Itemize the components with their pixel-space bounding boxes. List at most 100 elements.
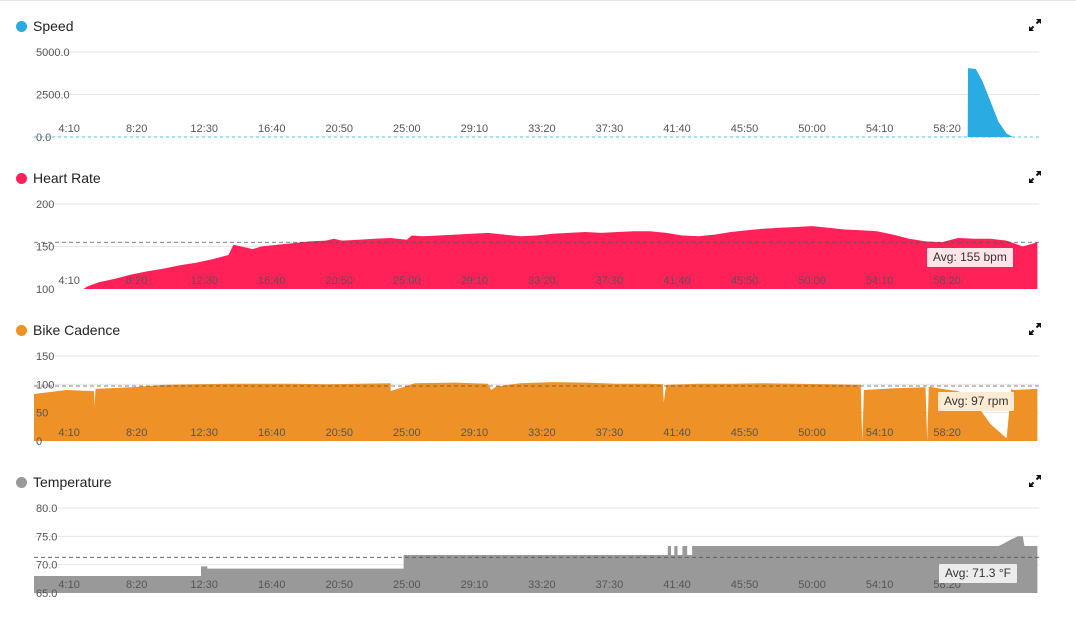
x-tick-label: 50:00 [798,123,826,135]
bike-cadence-legend: Bike Cadence [16,321,120,339]
x-tick-label: 4:10 [58,123,79,135]
x-tick-label: 54:10 [866,275,894,287]
x-tick-label: 41:40 [663,123,691,135]
speed-legend: Speed [16,17,73,35]
y-tick-label: 5000.0 [36,47,70,59]
x-tick-label: 58:20 [933,427,961,439]
x-tick-label: 25:00 [393,275,421,287]
x-tick-label: 20:50 [326,123,354,135]
x-tick-label: 54:10 [866,427,894,439]
x-tick-label: 54:10 [866,123,894,135]
x-tick-label: 54:10 [866,579,894,591]
legend-dot-icon [16,324,27,336]
x-tick-label: 20:50 [326,427,354,439]
x-tick-label: 33:20 [528,579,556,591]
y-tick-label: 75.0 [36,531,57,543]
x-tick-label: 58:20 [933,123,961,135]
bike-cadence-chart: 0 50 100 150 4:10 8:20 12:30 16:40 20:50 25:00 29:… [34,351,1039,448]
x-tick-label: 45:50 [731,579,759,591]
legend-dot-icon [16,476,27,488]
y-tick-label: 100 [36,284,54,296]
bike-cadence-avg-badge: Avg: 97 rpm [938,392,1015,411]
heart-rate-area [83,226,1038,289]
bike-cadence-title: Bike Cadence [33,322,121,338]
x-tick-label: 29:10 [461,427,489,439]
temperature-legend: Temperature [16,473,112,491]
expand-icon[interactable] [1028,322,1042,336]
x-tick-label: 41:40 [663,275,691,287]
heart-rate-chart: 100 150 200 4:10 8:20 12:30 16:40 20:50 25:00 29:… [34,199,1039,296]
speed-chart: 0.0 2500.0 5000.0 4:10 8:20 12:30 16:40 20:50 25… [34,47,1039,144]
y-tick-label: 80.0 [36,503,57,515]
x-tick-label: 25:00 [393,123,421,135]
speed-panel: 0.0 2500.0 5000.0 4:10 8:20 12:30 16:40 20:50 25… [0,0,1076,152]
x-tick-label: 4:10 [58,427,79,439]
legend-dot-icon [16,172,27,184]
x-tick-label: 8:20 [126,123,147,135]
x-tick-label: 37:30 [596,275,624,287]
x-tick-label: 12:30 [190,275,218,287]
bike-cadence-area [34,382,1038,441]
y-tick-label: 50 [36,408,48,420]
x-tick-label: 37:30 [596,427,624,439]
x-tick-label: 4:10 [58,579,79,591]
temperature-avg-badge: Avg: 71.3 °F [939,564,1017,583]
x-tick-label: 50:00 [798,427,826,439]
x-tick-label: 41:40 [663,427,691,439]
y-tick-label: 100 [36,379,54,391]
heart-rate-panel: 100 150 200 4:10 8:20 12:30 16:40 20:50 25:00 29:… [0,152,1076,304]
x-tick-label: 12:30 [190,123,218,135]
x-tick-label: 25:00 [393,427,421,439]
x-tick-label: 16:40 [258,123,286,135]
x-tick-label: 33:20 [528,123,556,135]
x-tick-label: 20:50 [326,579,354,591]
y-tick-label: 150 [36,242,54,254]
x-tick-label: 29:10 [461,579,489,591]
legend-dot-icon [16,20,27,32]
x-tick-label: 29:10 [461,275,489,287]
x-tick-label: 16:40 [258,275,286,287]
x-tick-label: 16:40 [258,427,286,439]
temperature-title: Temperature [33,474,112,490]
expand-icon[interactable] [1028,170,1042,184]
x-tick-label: 33:20 [528,275,556,287]
x-tick-label: 50:00 [798,579,826,591]
x-tick-label: 8:20 [126,275,147,287]
x-tick-label: 33:20 [528,427,556,439]
y-tick-label: 2500.0 [36,90,70,102]
top-divider [0,0,1076,1]
x-tick-label: 29:10 [461,123,489,135]
y-tick-label: 200 [36,199,54,211]
x-tick-label: 8:20 [126,427,147,439]
speed-title: Speed [33,18,74,34]
expand-icon[interactable] [1028,474,1042,488]
y-tick-label: 0 [36,436,42,448]
y-tick-label: 70.0 [36,560,57,572]
x-tick-label: 37:30 [596,123,624,135]
temperature-chart: 65.0 70.0 75.0 80.0 4:10 8:20 12:30 16:40 20:50 2… [34,503,1039,600]
heart-rate-legend: Heart Rate [16,169,101,187]
x-tick-label: 16:40 [258,579,286,591]
heart-rate-title: Heart Rate [33,170,101,186]
x-tick-label: 25:00 [393,579,421,591]
bike-cadence-panel: 0 50 100 150 4:10 8:20 12:30 16:40 20:50 25:00 29:… [0,304,1076,456]
x-tick-label: 45:50 [731,275,759,287]
expand-icon[interactable] [1028,18,1042,32]
x-tick-label: 41:40 [663,579,691,591]
heart-rate-avg-badge: Avg: 155 bpm [927,248,1013,267]
x-tick-label: 4:10 [58,275,79,287]
temperature-panel: 65.0 70.0 75.0 80.0 4:10 8:20 12:30 16:40 20:50 2… [0,456,1076,608]
x-tick-label: 37:30 [596,579,624,591]
x-tick-label: 12:30 [190,427,218,439]
x-tick-label: 20:50 [326,275,354,287]
temperature-area [34,536,1038,593]
y-tick-label: 65.0 [36,588,57,600]
y-tick-label: 0.0 [36,132,51,144]
x-tick-label: 12:30 [190,579,218,591]
y-tick-label: 150 [36,351,54,363]
x-tick-label: 8:20 [126,579,147,591]
x-tick-label: 58:20 [933,275,961,287]
x-tick-label: 50:00 [798,275,826,287]
x-tick-label: 45:50 [731,427,759,439]
x-tick-label: 45:50 [731,123,759,135]
